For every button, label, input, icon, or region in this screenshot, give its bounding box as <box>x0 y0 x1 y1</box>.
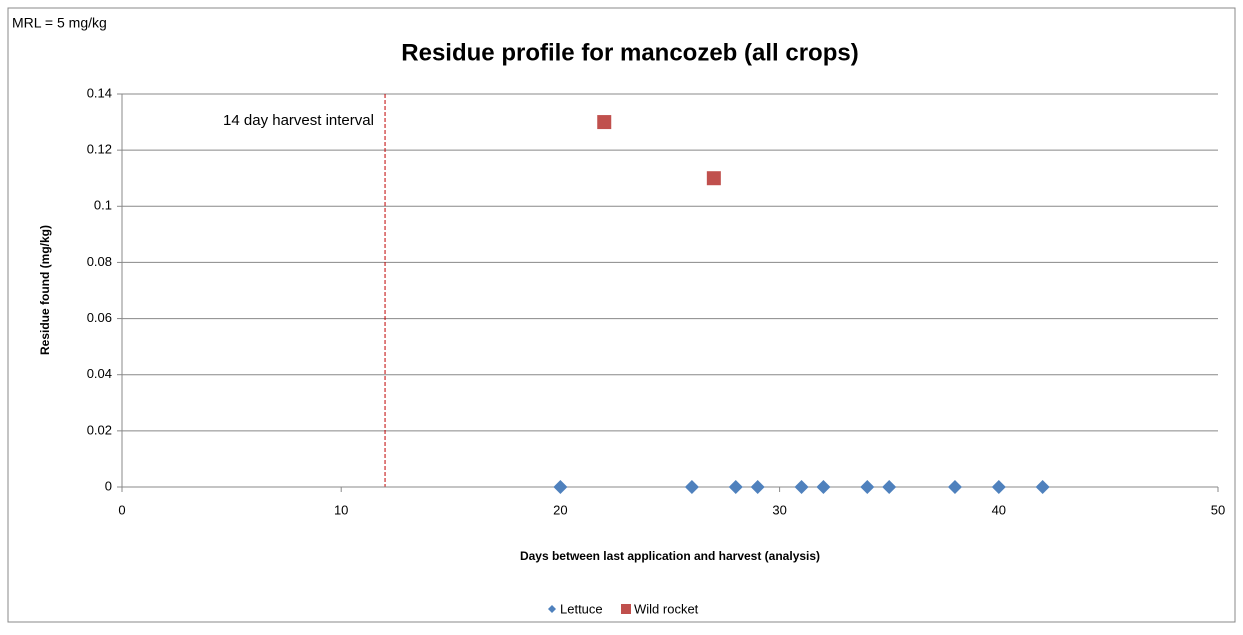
chart-border <box>7 7 1236 623</box>
y-tick-label: 0.12 <box>87 142 112 157</box>
chart-title: Residue profile for mancozeb (all crops) <box>401 39 858 66</box>
legend-marker <box>621 604 631 614</box>
y-tick-label: 0.04 <box>87 366 112 381</box>
data-point <box>750 480 765 494</box>
legend-label: Lettuce <box>560 601 603 616</box>
data-point <box>728 480 743 494</box>
legend-label: Wild rocket <box>634 601 699 616</box>
y-tick-label: 0.08 <box>87 254 112 269</box>
data-point <box>684 480 699 494</box>
data-point <box>597 115 612 130</box>
x-tick-label: 30 <box>772 502 786 517</box>
y-tick-label: 0.06 <box>87 310 112 325</box>
data-point <box>1035 480 1050 494</box>
data-point <box>947 480 962 494</box>
x-axis-label: Days between last application and harves… <box>520 549 820 563</box>
y-tick-label: 0.02 <box>87 422 112 437</box>
data-point <box>706 171 721 186</box>
data-point <box>991 480 1006 494</box>
data-point <box>860 480 875 494</box>
data-point <box>882 480 897 494</box>
y-tick-label: 0.1 <box>94 198 112 213</box>
x-tick-label: 10 <box>334 502 348 517</box>
x-tick-label: 0 <box>118 502 125 517</box>
legend-marker <box>548 605 556 613</box>
x-tick-label: 40 <box>992 502 1006 517</box>
x-tick-label: 50 <box>1211 502 1225 517</box>
data-point <box>816 480 831 494</box>
y-tick-label: 0.14 <box>87 85 112 100</box>
x-tick-label: 20 <box>553 502 567 517</box>
data-point <box>553 480 568 494</box>
y-tick-label: 0 <box>105 478 112 493</box>
annotation: 14 day harvest interval <box>223 112 374 129</box>
y-axis-label: Residue found (mg/kg) <box>38 225 52 355</box>
note: MRL = 5 mg/kg <box>12 15 107 31</box>
data-point <box>794 480 809 494</box>
